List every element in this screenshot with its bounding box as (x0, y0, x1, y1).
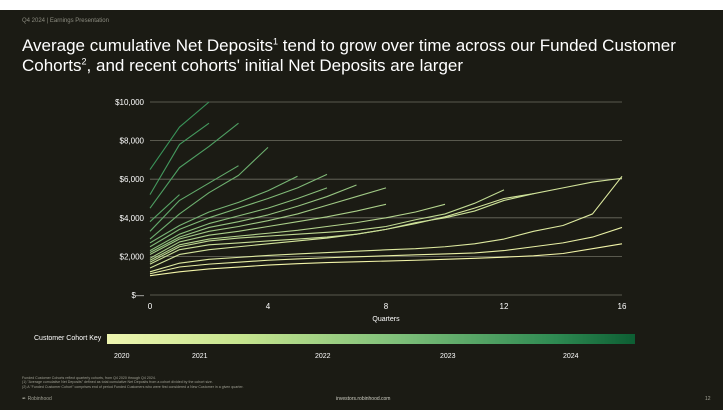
series-line (149, 187, 328, 252)
title-part-1: Average cumulative Net Deposits (22, 36, 274, 55)
page-number: 12 (705, 396, 711, 402)
y-tick-label: $4,000 (120, 214, 145, 223)
y-tick-label: $6,000 (120, 175, 145, 184)
series-line (149, 173, 328, 248)
investor-site-link[interactable]: investors.robinhood.com (336, 396, 391, 402)
y-tick-label: $10,000 (115, 98, 144, 107)
series-line (149, 122, 239, 209)
series-line (149, 203, 387, 259)
series-line (149, 101, 210, 170)
title-footnote-1: 1 (273, 36, 279, 47)
series-line (149, 203, 446, 261)
title-part-2: tend to grow over time across our Funded… (22, 36, 676, 75)
x-tick-label: 0 (148, 302, 153, 311)
cohort-year-2023: 2023 (440, 353, 456, 360)
chart-series (149, 101, 623, 277)
cohort-gradient-bar (107, 334, 635, 344)
series-line (149, 165, 239, 232)
title-footnote-2: 2 (81, 56, 87, 67)
series-line (149, 226, 623, 275)
y-axis-ticks: $— $2,000 $4,000 $6,000 $8,000 $10,000 (115, 98, 144, 300)
series-line (149, 189, 505, 263)
footnote-line: (2) A "Funded Customer Cohort" comprises… (22, 384, 244, 389)
cohort-year-2024: 2024 (563, 353, 579, 360)
cohort-year-2020: 2020 (114, 353, 130, 360)
series-line (149, 193, 534, 265)
series-line (149, 146, 269, 240)
x-tick-label: 4 (266, 302, 271, 311)
x-axis-ticks: 0 4 8 12 16 (148, 302, 627, 311)
series-line (149, 194, 180, 223)
x-tick-label: 12 (500, 302, 509, 311)
net-deposits-line-chart: $— $2,000 $4,000 $6,000 $8,000 $10,000 0 4 8 12 1… (115, 98, 627, 323)
top-bar (0, 0, 723, 10)
y-tick-label: $— (132, 291, 144, 300)
presentation-header: Q4 2024 | Earnings Presentation (22, 18, 109, 24)
cohort-year-2021: 2021 (192, 353, 208, 360)
title-part-3: , and recent cohorts' initial Net Deposi… (86, 56, 464, 75)
series-line (149, 122, 210, 195)
x-tick-label: 8 (384, 302, 389, 311)
cohort-key-label: Customer Cohort Key (34, 335, 102, 342)
feather-icon: ✒ (22, 396, 27, 402)
cohort-year-2022: 2022 (315, 353, 331, 360)
y-tick-label: $2,000 (120, 252, 145, 261)
x-tick-label: 16 (618, 302, 627, 311)
series-line (149, 175, 623, 273)
series-line (149, 187, 387, 255)
brand-name: Robinhood (27, 396, 52, 402)
brand-logo: ✒ Robinhood (22, 396, 52, 402)
x-axis-label: Quarters (372, 316, 400, 323)
chart-grid (150, 101, 622, 296)
y-tick-label: $8,000 (120, 137, 145, 146)
series-line (149, 243, 623, 277)
series-line (149, 184, 357, 254)
footnote-line: Funded Customer Cohorts reflect quarterl… (22, 376, 156, 380)
series-line (149, 175, 298, 244)
slide-title: Average cumulative Net Deposits1 tend to… (22, 36, 712, 76)
footnotes: Funded Customer Cohorts reflect quarterl… (22, 376, 442, 389)
footnote-line: (1) "Average cumulative Net Deposits" de… (22, 380, 213, 385)
